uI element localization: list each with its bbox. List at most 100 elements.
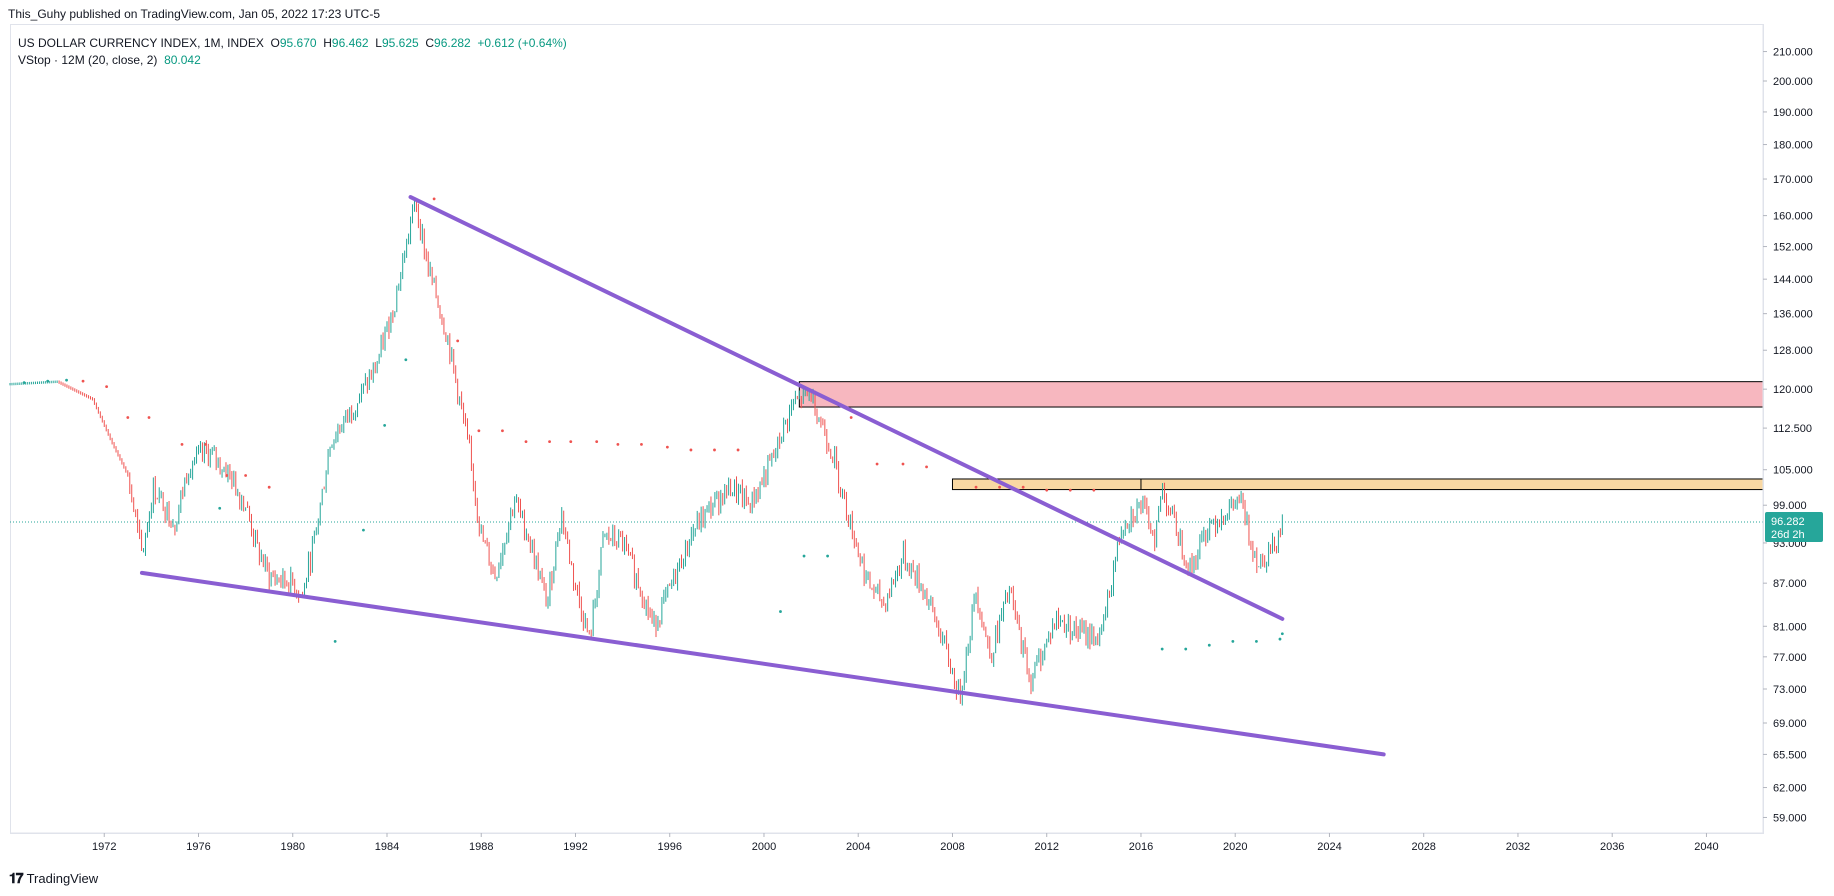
vstop-dot (501, 429, 504, 433)
time-tick-label: 2020 (1223, 841, 1247, 853)
vstop-dot (875, 462, 879, 466)
time-tick-label: 2012 (1034, 841, 1058, 853)
price-tick-label: 59.000 (1773, 812, 1807, 824)
vstop-dot (1160, 647, 1164, 651)
last-price-badge (1765, 512, 1823, 543)
vstop-dot (126, 416, 130, 419)
vstop-dot (1207, 643, 1211, 647)
axes-layer: 210.000 200.000 190.000 180.000 170.000 160.0… (10, 24, 1823, 853)
chart-legend: US DOLLAR CURRENCY INDEX, 1M, INDEX O95.… (18, 35, 567, 69)
price-tick-label: 120.000 (1773, 384, 1813, 396)
vstop-dot (736, 448, 740, 452)
price-tick-label: 73.000 (1773, 684, 1807, 696)
vstop-dot (779, 610, 782, 613)
last-price-badge-price: 96.282 (1771, 516, 1805, 528)
vstop-dot (548, 440, 551, 444)
vstop-dot (65, 378, 68, 382)
change-value: +0.612 (+0.64%) (477, 36, 567, 50)
vstop-dot (362, 528, 365, 532)
time-tick-label: 1988 (469, 841, 493, 853)
vstop-dot (1045, 488, 1049, 492)
vstop-dot (1255, 639, 1258, 643)
upper-trendline (408, 195, 1285, 621)
vstop-dot (524, 440, 528, 444)
price-tick-label: 152.000 (1773, 242, 1813, 254)
vstop-dot (998, 485, 1001, 489)
vstop-dot (204, 443, 207, 446)
time-tick-label: 2028 (1411, 841, 1435, 853)
trendline-layer (139, 195, 1386, 757)
vstop-dot (595, 440, 599, 444)
vstop-dot (432, 197, 436, 201)
low-value: 95.625 (381, 36, 419, 50)
resistance-zone (798, 381, 1764, 408)
vstop-dot (713, 448, 716, 452)
zones-layer (798, 381, 1764, 491)
vstop-dot (81, 379, 85, 383)
price-tick-label: 69.000 (1773, 718, 1807, 730)
vstop-dot (383, 424, 387, 427)
time-tick-label: 2036 (1600, 841, 1624, 853)
vstop-dot (218, 506, 222, 510)
time-tick-label: 2016 (1129, 841, 1153, 853)
lower-trendline (139, 570, 1386, 757)
price-tick-label: 144.000 (1773, 274, 1813, 286)
vstop-dot (46, 379, 50, 383)
vstop-dot (569, 440, 573, 444)
vstop-dot (147, 416, 151, 419)
time-tick-label: 1980 (280, 841, 304, 853)
price-tick-label: 112.500 (1773, 423, 1812, 435)
last-price-badge-countdown: 26d 2h (1771, 529, 1805, 541)
time-tick-label: 1992 (563, 841, 587, 853)
close-label: C (425, 36, 435, 50)
vstop-dot (616, 443, 620, 446)
indicator-value: 80.042 (164, 53, 201, 67)
time-tick-label: 2008 (940, 841, 964, 853)
vstop-dot (1280, 632, 1284, 636)
high-label: H (323, 36, 332, 50)
open-label: O (270, 36, 280, 50)
price-tick-label: 81.000 (1773, 621, 1807, 633)
price-tick-label: 62.000 (1773, 783, 1807, 795)
time-tick-label: 1972 (92, 841, 116, 853)
support-zone (951, 478, 1764, 491)
vstop-dot (456, 339, 460, 343)
open-value: 95.670 (279, 36, 317, 50)
price-tick-label: 190.000 (1773, 107, 1813, 119)
indicator-name[interactable]: VStop · 12M (20, close, 2) (18, 53, 158, 67)
indicator-line: VStop · 12M (20, close, 2) 80.042 (18, 52, 567, 69)
price-bars-layer (9, 198, 1283, 706)
vstop-dot (925, 465, 928, 469)
price-tick-label: 65.500 (1773, 749, 1807, 761)
low-label: L (375, 36, 382, 50)
vstop-dot (404, 358, 408, 362)
price-tick-label: 136.000 (1773, 309, 1813, 321)
vstop-dot (105, 385, 109, 389)
vstop-dot (640, 443, 643, 446)
vstop-dot (244, 474, 248, 477)
vstop-dot (802, 554, 806, 558)
close-value: 96.282 (434, 36, 471, 50)
time-tick-label: 2004 (846, 841, 870, 853)
price-tick-label: 170.000 (1773, 174, 1813, 186)
vstop-dot (1021, 485, 1025, 489)
brand-name: TradingView (26, 871, 99, 886)
symbol-name: US DOLLAR CURRENCY INDEX, 1M, INDEX (18, 36, 264, 50)
vstop-dot (849, 416, 853, 419)
price-tick-label: 210.000 (1773, 47, 1813, 59)
footer-brand[interactable]: 𝟏𝟕 TradingView (9, 870, 98, 887)
price-tick-label: 128.000 (1773, 345, 1813, 357)
price-tick-label: 160.000 (1773, 211, 1813, 223)
time-tick-label: 2032 (1506, 841, 1530, 853)
price-tick-label: 105.000 (1773, 465, 1813, 477)
tradingview-logo-icon: 𝟏𝟕 (9, 870, 24, 886)
price-tick-label: 87.000 (1773, 578, 1807, 590)
vstop-dot (1068, 488, 1072, 492)
vstop-layer (22, 197, 1284, 651)
time-tick-label: 2000 (752, 841, 776, 853)
vstop-dot (689, 448, 693, 452)
vstop-dot (22, 381, 26, 385)
time-tick-label: 1984 (375, 841, 399, 853)
price-tick-label: 180.000 (1773, 140, 1813, 152)
